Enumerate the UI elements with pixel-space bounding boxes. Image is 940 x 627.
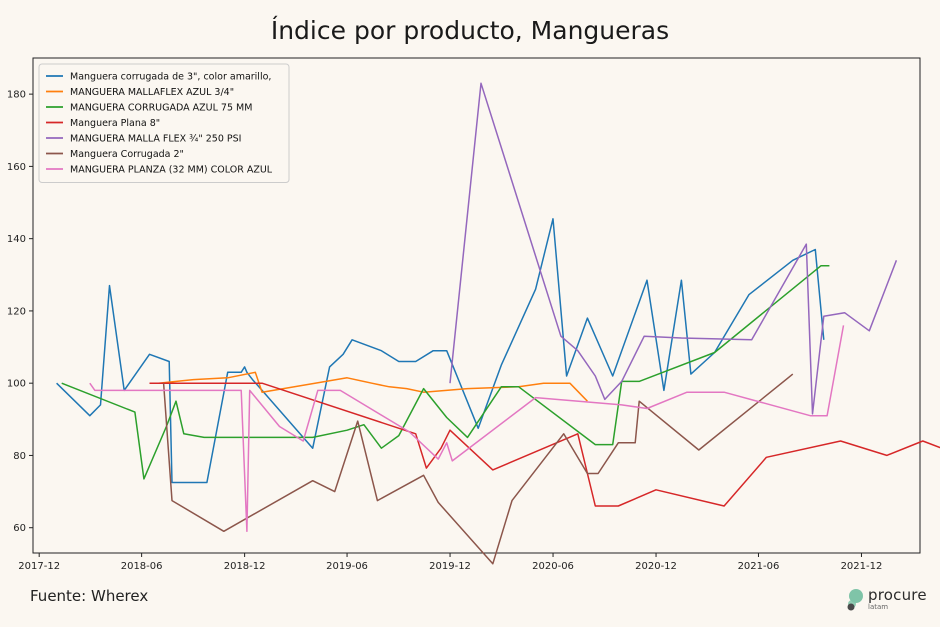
- legend-label: MANGUERA PLANZA (32 MM) COLOR AZUL: [70, 165, 273, 176]
- y-tick-label: 60: [13, 523, 26, 534]
- x-tick-label: 2021-06: [738, 561, 780, 572]
- y-tick-label: 120: [7, 306, 26, 317]
- series-line-3: [61, 265, 830, 480]
- source-note: Fuente: Wherex: [30, 587, 149, 605]
- x-tick-label: 2020-12: [635, 561, 677, 572]
- x-tick-label: 2018-12: [224, 561, 266, 572]
- series-line-1: [56, 218, 825, 484]
- x-tick-label: 2018-06: [121, 561, 163, 572]
- legend-label: Manguera Corrugada 2": [70, 149, 184, 160]
- legend-box: [38, 63, 290, 183]
- y-tick-label: 180: [7, 90, 26, 101]
- series-line-6: [162, 373, 794, 565]
- series-line-2: [158, 371, 588, 402]
- series-layer: [56, 82, 940, 565]
- y-tick-label: 160: [7, 162, 26, 173]
- legend-label: Manguera Plana 8": [70, 118, 160, 129]
- legend-label: MANGUERA MALLA FLEX ¾" 250 PSI: [70, 134, 241, 145]
- x-tick-label: 2019-06: [326, 561, 368, 572]
- y-tick-label: 100: [7, 379, 26, 390]
- chart-title: Índice por producto, Mangueras: [270, 16, 670, 45]
- y-tick-label: 140: [7, 234, 26, 245]
- x-tick-label: 2019-12: [429, 561, 471, 572]
- series-line-7: [89, 325, 845, 533]
- procure-logo: procure latam: [846, 586, 936, 616]
- x-tick-label: 2017-12: [18, 561, 60, 572]
- legend: Manguera corrugada de 3", color amarillo…: [38, 63, 290, 183]
- x-tick-label: 2021-12: [841, 561, 883, 572]
- legend-label: Manguera corrugada de 3", color amarillo…: [70, 72, 271, 83]
- logo-name: procure: [868, 586, 927, 604]
- y-axis: 60 80 100 120 140 160 180: [7, 90, 33, 534]
- series-line-5: [449, 82, 898, 415]
- logo-sub: latam: [868, 603, 889, 611]
- legend-label: MANGUERA CORRUGADA AZUL 75 MM: [70, 103, 252, 114]
- series-line-4: [149, 382, 940, 507]
- legend-label: MANGUERA MALLAFLEX AZUL 3/4": [70, 87, 234, 98]
- x-axis: 2017-12 2018-06 2018-12 2019-06 2019-12 2020-…: [18, 553, 882, 572]
- x-tick-label: 2020-06: [532, 561, 574, 572]
- logo-icon: [847, 589, 863, 611]
- y-tick-label: 80: [13, 451, 26, 462]
- plot-area: [32, 57, 921, 554]
